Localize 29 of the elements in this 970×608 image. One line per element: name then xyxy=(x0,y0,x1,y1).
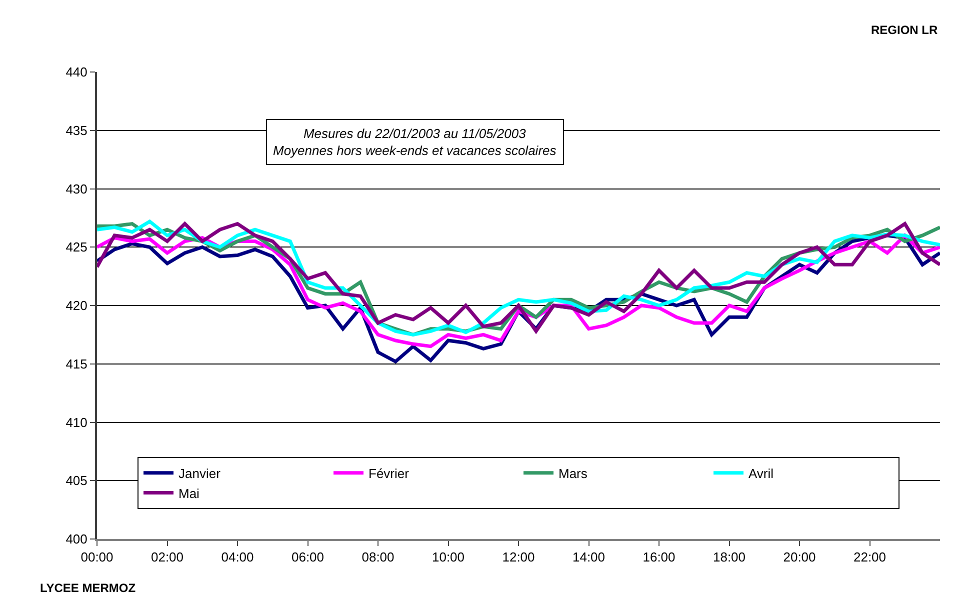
x-tick-label: 02:00 xyxy=(150,550,184,565)
y-tick-label: 425 xyxy=(66,240,88,255)
x-tick-label: 16:00 xyxy=(642,550,676,565)
y-tick-label: 400 xyxy=(66,532,88,547)
legend-label: Janvier xyxy=(178,466,222,481)
y-tick-label: 420 xyxy=(66,298,88,314)
x-tick-label: 14:00 xyxy=(572,550,606,565)
legend-label: Mai xyxy=(178,486,200,501)
y-tick-label: 405 xyxy=(66,473,88,488)
x-tick-label: 00:00 xyxy=(80,550,114,565)
legend-label: Mars xyxy=(558,466,588,481)
x-tick-label: 18:00 xyxy=(712,550,746,565)
y-tick-label: 410 xyxy=(66,414,88,430)
y-tick-label: 435 xyxy=(66,122,88,138)
legend-label: Février xyxy=(368,466,410,481)
text: LYCEE MERMOZ xyxy=(40,581,136,595)
y-tick-label: 440 xyxy=(66,64,88,80)
x-tick-label: 12:00 xyxy=(502,550,535,565)
legend-label: Avril xyxy=(748,466,774,481)
x-tick-label: 20:00 xyxy=(783,550,816,565)
x-tick-label: 08:00 xyxy=(362,550,394,565)
x-tick-label: 06:00 xyxy=(291,550,324,565)
y-tick-label: 415 xyxy=(66,356,88,372)
annotation: Mesures du 22/01/2003 au 11/05/2003 Moyennes hors week-ends et vacances scolaires xyxy=(273,126,557,158)
text: REGION LR xyxy=(871,23,938,37)
x-tick-label: 22:00 xyxy=(853,550,886,565)
x-tick-label: 04:00 xyxy=(221,550,254,565)
x-tick-label: 10:00 xyxy=(432,550,465,565)
y-tick-label: 430 xyxy=(66,181,88,196)
